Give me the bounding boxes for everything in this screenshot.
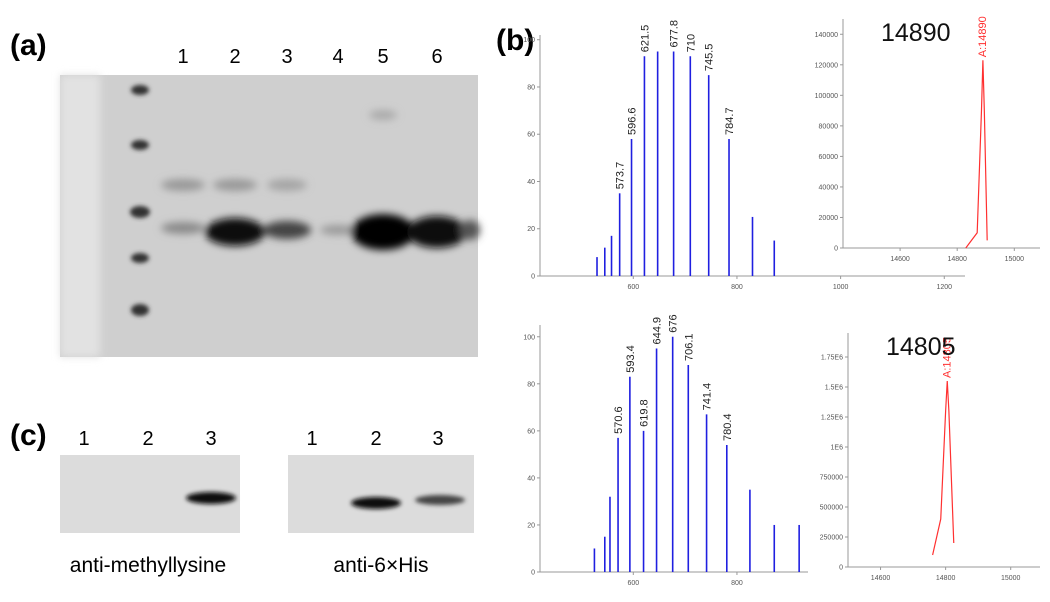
peak-label: 741.4 [702, 383, 714, 411]
peak-label: 745.5 [704, 44, 716, 72]
peak-label: 706.1 [683, 333, 695, 361]
peak-label: 677.8 [669, 20, 681, 48]
y-tick-label: 140000 [815, 32, 838, 39]
y-tick-label: 60000 [819, 154, 839, 161]
y-tick-label: 120000 [815, 62, 838, 69]
blot-right: 1 2 3 anti-6×His [288, 428, 474, 577]
panel-label: (b) [496, 24, 534, 57]
lane-label: 3 [205, 428, 216, 450]
y-tick-label: 20 [527, 226, 535, 233]
y-tick-label: 60 [527, 132, 535, 139]
y-tick-label: 0 [839, 565, 843, 572]
peak-label: 573.7 [615, 162, 627, 190]
y-tick-label: 100 [523, 37, 535, 44]
lane-label: 2 [229, 46, 240, 68]
blot-left: 1 2 3 anti-methyllysine [60, 428, 240, 577]
gel: 1 2 3 4 5 6 [60, 46, 480, 357]
x-tick-label: 800 [731, 580, 743, 587]
x-tick-label: 14800 [936, 575, 956, 582]
x-tick-label: 1000 [833, 284, 849, 291]
x-tick-label: 14600 [871, 575, 891, 582]
lane-label: 6 [431, 46, 442, 68]
lane-label: 2 [142, 428, 153, 450]
mass-annotation: 14890 [881, 19, 951, 47]
peak-label: 593.4 [625, 345, 637, 373]
spectrum: 0 20 40 60 80 100 600 800 1000 1200 573.7 596.6 621.… [523, 20, 965, 291]
y-tick-label: 20 [527, 522, 535, 529]
x-tick-label: 600 [627, 284, 639, 291]
inset-background [803, 7, 1048, 274]
lane-label: 2 [370, 428, 381, 450]
lane-label: 1 [177, 46, 188, 68]
spectrum: 0 250000 500000 750000 1E6 1.25E6 1.5E6 1.75E6 1… [808, 321, 1048, 593]
x-tick-label: 14800 [947, 256, 967, 263]
y-tick-label: 40 [527, 475, 535, 482]
mass-annotation: 14805 [886, 333, 956, 361]
peak-label: 710 [685, 34, 697, 52]
peak-label: 621.5 [639, 25, 651, 53]
y-tick-label: 40000 [819, 184, 839, 191]
lane-label: 3 [281, 46, 292, 68]
x-tick-label: 15000 [1001, 575, 1021, 582]
blot-label: anti-methyllysine [70, 554, 226, 577]
x-tick-label: 1200 [936, 284, 952, 291]
peak-label: A:14890 [977, 16, 989, 57]
peak-curve [932, 380, 955, 556]
lane-label: 4 [332, 46, 343, 68]
x-tick-label: 600 [627, 580, 639, 587]
y-tick-label: 80 [527, 381, 535, 388]
y-tick-label: 0 [531, 570, 535, 577]
y-tick-label: 100 [523, 334, 535, 341]
lane-label: 1 [306, 428, 317, 450]
y-tick-label: 80000 [819, 123, 839, 130]
blot-label: anti-6×His [333, 554, 428, 577]
panel-label: (c) [10, 419, 47, 452]
inset-background [808, 321, 1048, 593]
peak-label: 780.4 [722, 413, 734, 441]
y-tick-label: 500000 [820, 505, 843, 512]
lane-label: 1 [78, 428, 89, 450]
y-tick-label: 0 [531, 274, 535, 281]
lane-label: 5 [377, 46, 388, 68]
y-tick-label: 1.5E6 [825, 385, 843, 392]
peak-label: 619.8 [639, 399, 651, 427]
peak-curve [965, 60, 988, 249]
y-tick-label: 80 [527, 84, 535, 91]
spectrum: 02040608010060080010001200570.6593.4619.… [523, 314, 965, 587]
peak-label: 676 [668, 314, 680, 332]
y-tick-label: 100000 [815, 93, 838, 100]
y-tick-label: 1.25E6 [821, 415, 843, 422]
peak-label: A:14805 [941, 337, 953, 378]
x-tick-label: 15000 [1005, 256, 1025, 263]
lane-label: 3 [432, 428, 443, 450]
y-tick-label: 40 [527, 179, 535, 186]
peak-label: 596.6 [627, 107, 639, 135]
y-tick-label: 0 [834, 246, 838, 253]
peak-label: 570.6 [613, 406, 625, 434]
y-tick-label: 1.75E6 [821, 355, 843, 362]
x-tick-label: 14600 [890, 256, 910, 263]
y-tick-label: 750000 [820, 475, 843, 482]
y-tick-label: 1E6 [831, 445, 844, 452]
x-tick-label: 800 [731, 284, 743, 291]
peak-label: 784.7 [724, 107, 736, 135]
y-tick-label: 20000 [819, 215, 839, 222]
spectrum: 0 20000 40000 60000 80000 100000 120000 140000 1… [803, 7, 1048, 274]
peak-label: 644.9 [652, 317, 664, 345]
panel-label: (a) [10, 29, 47, 62]
y-tick-label: 250000 [820, 535, 843, 542]
y-tick-label: 60 [527, 428, 535, 435]
